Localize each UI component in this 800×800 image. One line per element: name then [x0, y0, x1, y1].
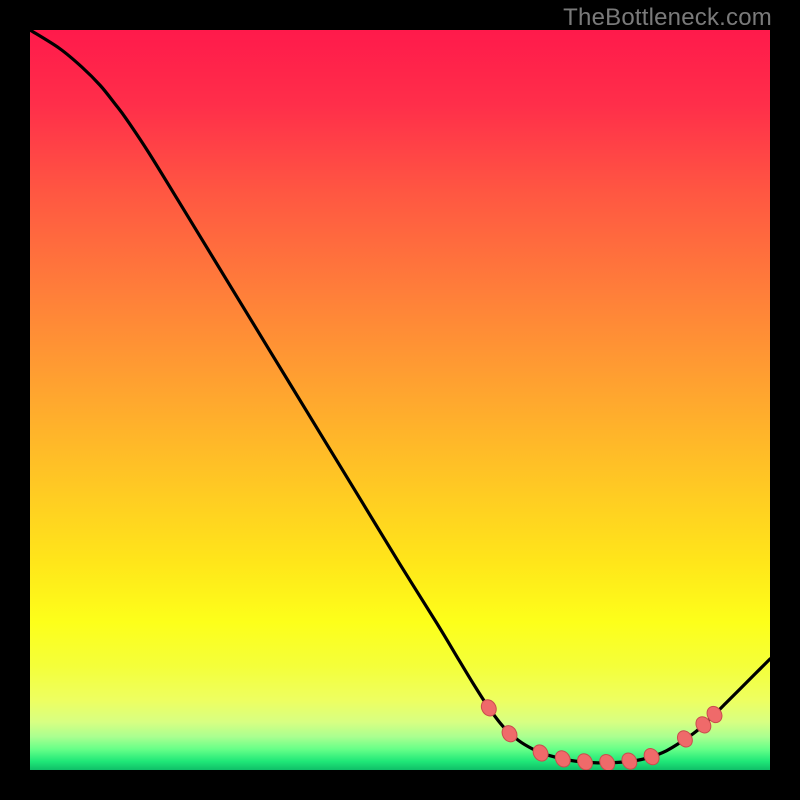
chart-frame: TheBottleneck.com [0, 0, 800, 800]
plot-svg [30, 30, 770, 770]
plot-area [30, 30, 770, 770]
watermark-text: TheBottleneck.com [563, 4, 772, 32]
